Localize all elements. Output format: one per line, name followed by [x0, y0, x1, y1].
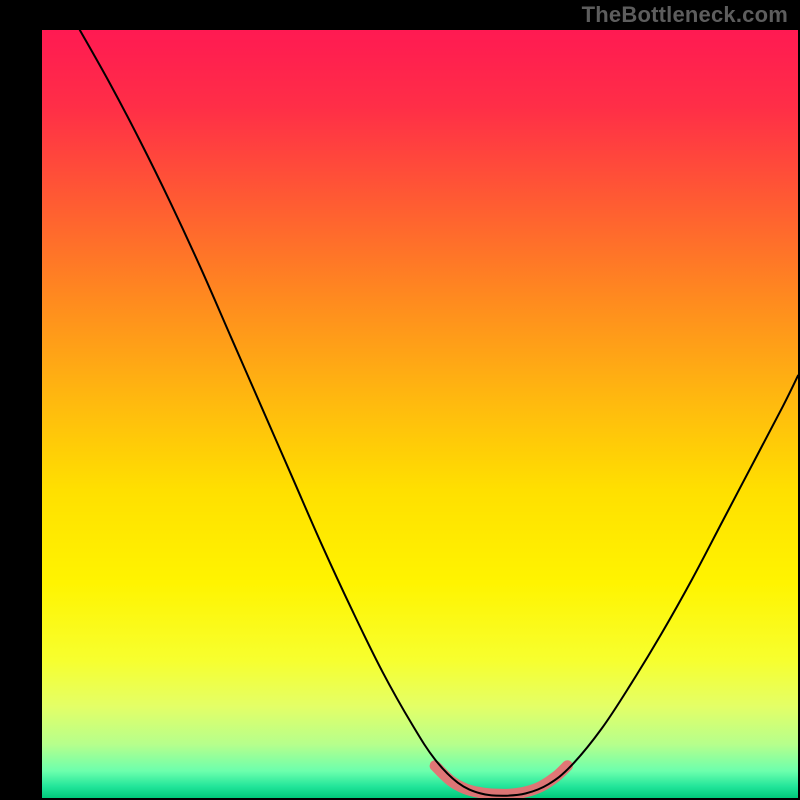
bottleneck-chart-svg — [0, 0, 800, 800]
watermark-label: TheBottleneck.com — [582, 2, 788, 28]
plot-area — [42, 30, 798, 798]
chart-frame: TheBottleneck.com — [0, 0, 800, 800]
gradient-background — [42, 30, 798, 798]
